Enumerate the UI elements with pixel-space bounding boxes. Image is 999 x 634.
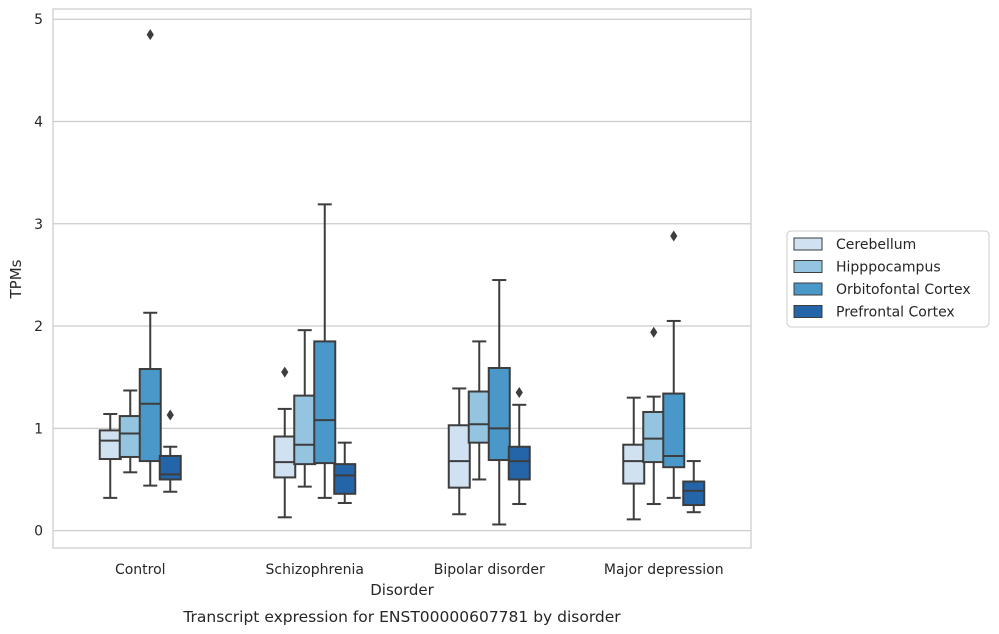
box-iqr: [622, 443, 646, 485]
box-cerebellum: [98, 413, 122, 499]
box-plots: [98, 29, 706, 526]
y-tick-label: 3: [34, 217, 43, 233]
box-iqr: [333, 463, 357, 495]
legend: Cerebellum Hipppocampus Orbitofontal Corte…: [786, 230, 990, 328]
box-orbitofontal-cortex: [487, 279, 511, 526]
box-cerebellum: [622, 396, 646, 521]
legend-swatch: [793, 282, 823, 296]
y-axis-title: TPMs: [7, 259, 25, 299]
box-iqr: [118, 415, 142, 458]
box-iqr: [273, 435, 297, 479]
box-prefrontal-cortex: [682, 460, 706, 514]
outlier-point: [166, 409, 174, 421]
x-tick-labels: Control Schizophrenia Bipolar disorder Majo…: [115, 562, 724, 578]
box-orbitofontal-cortex: [662, 230, 686, 499]
outlier-point: [281, 366, 289, 378]
outlier-point: [515, 387, 523, 399]
x-tick-label: Control: [115, 562, 166, 578]
chart-caption: Transcript expression for ENST0000060778…: [182, 608, 621, 626]
box-cerebellum: [447, 387, 471, 516]
box-iqr: [98, 429, 122, 461]
y-tick-label: 5: [34, 12, 43, 28]
y-tick-label: 0: [34, 524, 43, 540]
legend-swatch: [793, 237, 823, 251]
box-cerebellum: [273, 366, 297, 519]
box-prefrontal-cortex: [507, 387, 531, 506]
box-iqr: [293, 394, 317, 466]
legend-label: Prefrontal Cortex: [836, 305, 955, 321]
legend-label: Orbitofontal Cortex: [836, 282, 971, 298]
outlier-point: [670, 230, 678, 242]
x-tick-label: Major depression: [604, 562, 724, 578]
box-iqr: [158, 454, 182, 481]
box-iqr: [662, 392, 686, 469]
box-orbitofontal-cortex: [313, 203, 337, 499]
x-axis-title: Disorder: [370, 581, 434, 599]
x-tick-label: Schizophrenia: [266, 562, 364, 578]
box-iqr: [507, 445, 531, 481]
outlier-point: [650, 326, 658, 338]
box-prefrontal-cortex: [158, 409, 182, 493]
x-tick-label: Bipolar disorder: [434, 562, 545, 578]
legend-swatch: [793, 305, 823, 318]
box-hipppocampus: [293, 329, 317, 488]
box-prefrontal-cortex: [333, 441, 357, 504]
box-hipppocampus: [642, 326, 666, 506]
box-iqr: [642, 410, 666, 464]
box-iqr: [138, 368, 162, 463]
plot-area-frame: [52, 8, 752, 549]
box-iqr: [487, 366, 511, 462]
box-orbitofontal-cortex: [138, 29, 162, 487]
y-tick-labels: 0 1 2 3 4 5: [34, 12, 43, 539]
y-tick-label: 4: [34, 115, 43, 131]
box-iqr: [682, 480, 706, 507]
outlier-point: [146, 29, 154, 41]
y-tick-label: 2: [34, 319, 43, 335]
box-iqr: [447, 424, 471, 489]
y-tick-label: 1: [34, 421, 43, 437]
box-iqr: [313, 340, 337, 465]
legend-label: Hipppocampus: [836, 260, 941, 276]
box-hipppocampus: [467, 340, 491, 481]
legend-frame: [786, 230, 990, 328]
gridlines: [53, 18, 751, 532]
legend-swatch: [793, 260, 823, 273]
legend-label: Cerebellum: [836, 237, 916, 253]
box-hipppocampus: [118, 389, 142, 474]
box-iqr: [467, 390, 491, 444]
